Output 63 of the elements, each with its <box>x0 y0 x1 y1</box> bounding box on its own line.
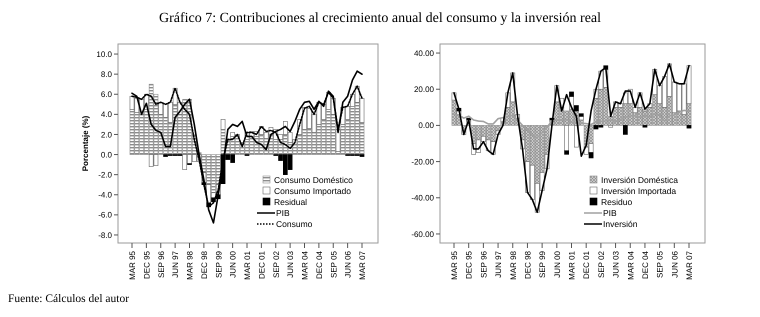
y-tick-label: -4.0 <box>98 190 113 200</box>
x-tick-label: MAR 98 <box>186 250 194 280</box>
y-tick-label: 8.0 <box>100 70 113 79</box>
y-tick-label: 40.00 <box>414 48 435 58</box>
x-tick-label: MAR 95 <box>450 250 459 280</box>
legend-label: PIB <box>603 208 618 218</box>
x-tick-label: JUN 03 <box>286 250 296 278</box>
y-tick-label: -6.0 <box>98 210 113 220</box>
x-tick-label: MAR 98 <box>508 250 518 280</box>
chart-title: Gráfico 7: Contribuciones al crecimiento anual del consumo y la inversión real <box>158 11 602 26</box>
x-tick-label: SEP 96 <box>479 250 488 278</box>
legend-label: Inversión Doméstica <box>601 174 678 185</box>
x-tick-label: JUN 03 <box>612 250 621 278</box>
x-tick-label: SEP 05 <box>656 250 665 278</box>
legend-label: Consumo Importado <box>274 186 352 196</box>
y-tick-label: 10.0 <box>96 50 113 59</box>
x-tick-label: MAR 01 <box>243 250 252 280</box>
x-tick-label: DEC 95 <box>142 250 152 280</box>
y-tick-label: 4.0 <box>100 110 113 120</box>
x-tick-label: DEC 04 <box>314 250 324 280</box>
x-tick-label: MAR 04 <box>300 250 310 280</box>
legend-label: Consumo <box>276 218 313 229</box>
x-tick-label: JUN 06 <box>670 250 680 278</box>
x-tick-label: DEC 98 <box>523 250 532 280</box>
x-tick-label: MAR 07 <box>358 250 367 280</box>
x-tick-label: MAR 07 <box>685 250 694 280</box>
x-tick-label: DEC 04 <box>640 250 650 280</box>
y-tick-label: 20.00 <box>414 85 435 94</box>
x-tick-label: DEC 98 <box>200 250 209 280</box>
y-tick-label: 6.0 <box>100 90 113 100</box>
x-tick-label: SEP 96 <box>156 250 166 278</box>
x-tick-label: SEP 02 <box>272 250 281 278</box>
legend-label: Inversión Importada <box>601 186 676 196</box>
x-tick-label: SEP 02 <box>596 250 606 278</box>
x-tick-label: MAR 01 <box>568 250 576 280</box>
legend-label: PIB <box>276 208 290 218</box>
source-note: Fuente: Cálculos del autor <box>8 293 130 305</box>
y-tick-label: -40.00 <box>411 194 435 203</box>
x-tick-label: SEP 05 <box>329 250 338 278</box>
legend-label: Residuo <box>601 196 632 207</box>
x-tick-label: JUN 97 <box>171 250 180 278</box>
x-tick-label: MAR 95 <box>128 250 137 280</box>
x-tick-label: JUN 00 <box>552 250 562 278</box>
y-tick-label: 0.00 <box>418 121 435 130</box>
x-tick-label: MAR 04 <box>626 250 636 280</box>
x-tick-label: JUN 06 <box>344 250 353 278</box>
y-tick-label: -8.0 <box>98 230 113 240</box>
x-tick-label: DEC 95 <box>464 250 474 280</box>
y-axis-title: Porcentaje (%) <box>81 115 90 172</box>
y-tick-label: 2.0 <box>100 130 113 140</box>
x-tick-label: SEP 99 <box>538 250 548 278</box>
y-tick-label: -60.00 <box>411 230 435 239</box>
x-tick-label: JUN 97 <box>494 250 504 278</box>
x-tick-label: JUN 00 <box>228 250 238 278</box>
y-tick-label: -2.0 <box>98 170 113 180</box>
legend-label: Inversión <box>603 218 638 229</box>
x-tick-label: SEP 99 <box>214 250 224 278</box>
x-tick-label: DEC 01 <box>582 250 592 280</box>
legend-label: Consumo Doméstico <box>274 174 354 185</box>
y-tick-label: -20.00 <box>411 157 435 166</box>
x-tick-label: DEC 01 <box>257 250 266 280</box>
legend-label: Residual <box>274 196 308 207</box>
y-tick-label: 0.0 <box>100 150 113 160</box>
